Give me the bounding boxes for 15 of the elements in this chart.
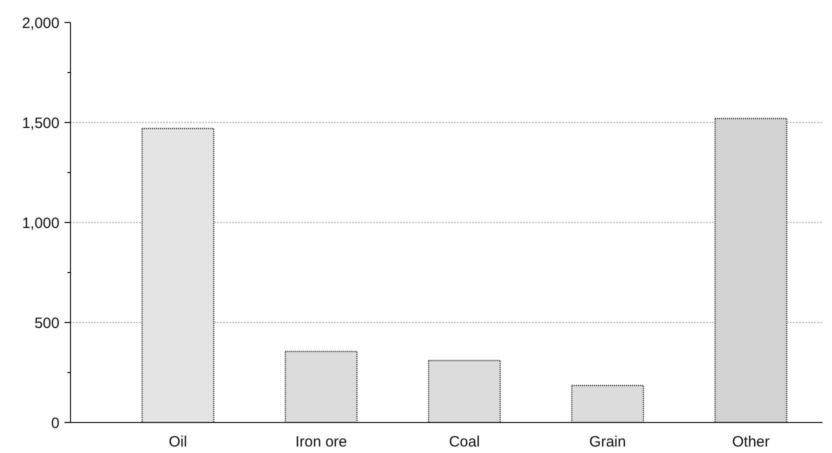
y-tick-label: 2,000 <box>22 15 60 32</box>
bar <box>714 118 788 422</box>
x-tick-label: Grain <box>589 434 626 450</box>
bar <box>142 128 214 422</box>
y-tick-label: 500 <box>34 315 60 332</box>
y-tick-label: 1,000 <box>22 215 60 232</box>
x-tick-label: Coal <box>448 434 480 450</box>
x-tick-label: Oil <box>168 434 188 450</box>
x-tick-label: Other <box>732 434 770 450</box>
bar <box>284 350 358 422</box>
bar <box>571 384 644 422</box>
x-tick-label: Iron ore <box>295 434 348 450</box>
bar <box>428 360 501 422</box>
y-tick-label: 1,500 <box>22 115 60 132</box>
y-tick-label: 0 <box>51 415 60 432</box>
